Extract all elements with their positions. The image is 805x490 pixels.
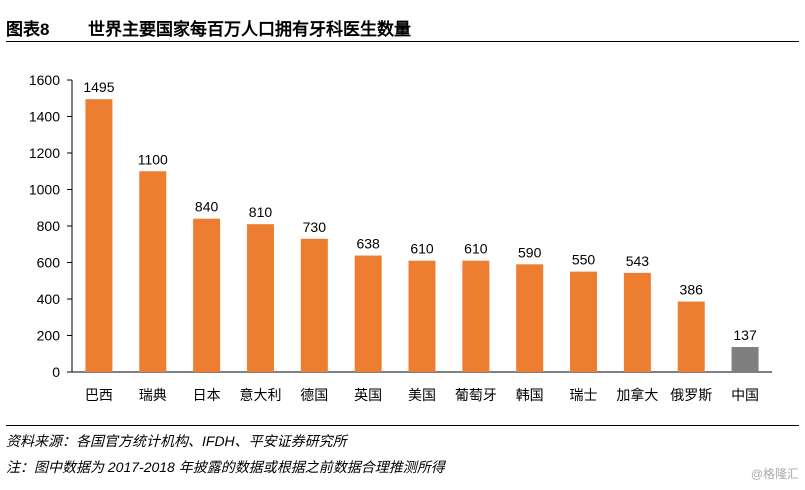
bar bbox=[677, 301, 705, 372]
chart-title: 世界主要国家每百万人口拥有牙科医生数量 bbox=[88, 20, 411, 39]
data-label: 730 bbox=[303, 219, 327, 235]
y-tick-label: 600 bbox=[37, 255, 61, 271]
data-label: 610 bbox=[410, 241, 434, 257]
bar bbox=[193, 218, 221, 372]
bar bbox=[462, 260, 490, 372]
y-tick-label: 400 bbox=[37, 291, 61, 307]
data-label: 590 bbox=[518, 244, 542, 260]
x-tick-label: 葡萄牙 bbox=[455, 387, 497, 403]
x-tick-label: 意大利 bbox=[239, 387, 281, 403]
data-label: 1495 bbox=[83, 79, 114, 95]
data-label: 386 bbox=[680, 282, 704, 298]
y-tick-label: 0 bbox=[52, 364, 60, 380]
bar bbox=[570, 271, 598, 372]
figure-label: 图表8 bbox=[6, 20, 50, 39]
data-label: 1100 bbox=[138, 151, 168, 167]
x-tick-label: 英国 bbox=[354, 387, 382, 403]
data-label: 550 bbox=[572, 252, 596, 268]
data-label: 840 bbox=[195, 199, 219, 215]
bar bbox=[354, 255, 382, 372]
x-tick-label: 日本 bbox=[193, 387, 221, 403]
x-tick-label: 韩国 bbox=[516, 387, 544, 403]
bar bbox=[408, 260, 436, 372]
bar bbox=[246, 224, 274, 372]
bar bbox=[85, 99, 113, 372]
x-tick-label: 中国 bbox=[731, 387, 759, 403]
bar bbox=[516, 264, 544, 372]
bar bbox=[300, 238, 328, 372]
x-tick-label: 巴西 bbox=[85, 387, 113, 403]
data-label: 610 bbox=[464, 241, 488, 257]
y-tick-label: 200 bbox=[37, 328, 61, 344]
figure-header: 图表8 世界主要国家每百万人口拥有牙科医生数量 bbox=[6, 9, 799, 42]
bar bbox=[731, 346, 759, 372]
x-tick-label: 德国 bbox=[300, 387, 328, 403]
bar bbox=[623, 272, 651, 372]
bar-chart: 0 200 400 600 800 1000 1200 1400 1600 1495 巴西 1100 瑞… bbox=[29, 72, 772, 403]
y-tick-label: 1600 bbox=[29, 72, 60, 88]
x-tick-label: 俄罗斯 bbox=[670, 387, 712, 403]
data-label: 810 bbox=[249, 204, 273, 220]
source-note: 资料来源：各国官方统计机构、IFDH、平安证券研究所 bbox=[6, 433, 347, 449]
data-label: 543 bbox=[626, 253, 650, 269]
data-remark: 注：图中数据为 2017-2018 年披露的数据或根据之前数据合理推测所得 bbox=[6, 459, 445, 475]
x-tick-label: 美国 bbox=[408, 387, 436, 403]
data-label: 638 bbox=[356, 236, 380, 252]
data-label: 137 bbox=[733, 327, 757, 343]
y-tick-label: 1200 bbox=[29, 145, 60, 161]
x-tick-label: 瑞士 bbox=[570, 387, 598, 403]
x-tick-label: 瑞典 bbox=[139, 387, 167, 403]
y-tick-label: 1000 bbox=[29, 182, 60, 198]
x-tick-label: 加拿大 bbox=[616, 387, 658, 403]
y-tick-label: 1400 bbox=[29, 109, 60, 125]
bar bbox=[139, 171, 167, 372]
y-tick-label: 800 bbox=[37, 218, 61, 234]
figure-footer: 资料来源：各国官方统计机构、IFDH、平安证券研究所 注：图中数据为 2017-… bbox=[6, 425, 799, 475]
watermark: @格隆汇 bbox=[750, 467, 799, 481]
